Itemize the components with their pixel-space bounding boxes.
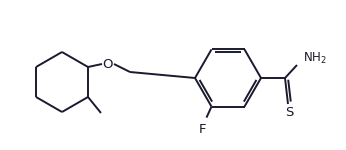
Text: NH$_2$: NH$_2$ — [303, 50, 327, 66]
Text: O: O — [103, 57, 113, 70]
Text: S: S — [285, 106, 293, 120]
Text: F: F — [199, 123, 206, 136]
